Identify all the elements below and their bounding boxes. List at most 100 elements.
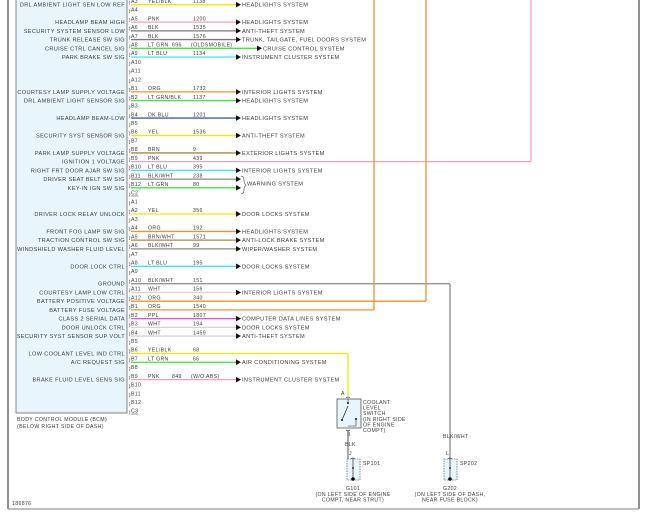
pin-label: A6 [131, 25, 138, 31]
pin-row-b8: B8 PARK LAMP SUPPLY VOLTAGE BRN 9 EXTERIOR L… [35, 147, 324, 157]
wire-color: BRN [148, 147, 160, 153]
splice-dot-icon [352, 467, 354, 469]
pin-row-b7: B7 A/C REQUEST SIG LT GRN 66 AIR CONDITIONIN… [71, 356, 327, 366]
pin-label: B7 [131, 356, 138, 362]
arrow-icon [236, 19, 241, 25]
pin-bracket [128, 105, 131, 110]
circuit-number: 1576 [193, 34, 206, 40]
circuit-number: 696 [172, 43, 182, 49]
ground-location: NEAR FUSE BLOCK) [422, 498, 478, 504]
pin-label: A10 [131, 60, 141, 66]
wire-color: BLK [148, 34, 159, 40]
destination-label: ANTI-THEFT SYSTEM [242, 134, 305, 140]
wire-color: BLK/WHT [148, 243, 174, 249]
signal-label: SECURITY SYST SENSOR SUP VOLT [17, 334, 126, 340]
pin-row-b11: B11 [128, 391, 141, 398]
wire-color: ORG [148, 86, 161, 92]
circuit-number: 1459 [193, 330, 206, 336]
pin-label: A4 [131, 8, 138, 14]
destination-label: CRUISE CONTROL SYSTEM [263, 46, 345, 52]
pin-row-b4: B4 HEADLAMP BEAM-LOW DK BLU 1201 HEADLIGHTS … [56, 112, 308, 122]
wire-color: PNK [148, 156, 160, 162]
pin-bracket [128, 270, 131, 276]
module-caption: BODY CONTROL MODULE (BCM) [17, 417, 107, 423]
signal-label: IGNITION 1 VOLTAGE [62, 160, 125, 166]
pin-label: A11 [131, 287, 141, 293]
wire-color: WHT [148, 322, 161, 328]
pin-row-b6: B6 SECURITY SYST SENSOR SIG YEL 1536 ANTI-TH… [36, 130, 305, 140]
arrow-icon [236, 115, 241, 121]
arrow-icon [236, 228, 241, 235]
circuit-number: 195 [193, 261, 203, 267]
pin-label: A6 [131, 243, 138, 249]
pin-row-a12: A12 BATTERY POSITIVE VOLTAGE ORG 340 [37, 295, 426, 305]
arrow-icon [257, 45, 262, 52]
pin-row-b4: B4 SECURITY SYST SENSOR SUP VOLT WHT 1459 AN… [17, 330, 305, 340]
signal-label: KEY-IN IGN SW SIG [68, 186, 125, 192]
destination-label: AIR CONDITIONING SYSTEM [242, 360, 327, 366]
pin-label: B9 [131, 156, 138, 162]
destination-label: TRUNK, TAILGATE, FUEL DOORS SYSTEM [242, 38, 366, 44]
splice-dot-icon [449, 467, 451, 469]
circuit-number: 66 [193, 356, 199, 362]
pin-row-b10: B10 [128, 383, 141, 389]
pin-bracket [128, 227, 131, 232]
wire-color: ORG [148, 304, 161, 310]
arrow-icon [236, 176, 241, 182]
switch-label: LEVEL [363, 406, 381, 412]
signal-label: WINDSHIELD WASHER FLUID LEVEL [17, 247, 125, 253]
pin-row-b2: B2 DRL AMBIENT LIGHT SENSOR SIG LT GRN/BLK… [24, 95, 308, 105]
pin-row-a6: A6 SECURITY SYSTEM SENSOR LOW BLK 1535 ANTI-… [24, 25, 305, 35]
wire-color: DK BLU [148, 112, 169, 118]
wire-color: LT GRN [148, 182, 169, 188]
wire-color: ORG [148, 226, 161, 232]
pin-label: A2 [131, 208, 138, 214]
circuit-number: 1535 [193, 25, 206, 31]
pin-bracket [128, 235, 131, 241]
wire-color: LT BLU [148, 165, 167, 171]
pin-row-a8: A8 DOOR LOCK CTRL LT BLU 195 DOOR LOCKS SYST… [70, 261, 309, 271]
pin-row-b5: B5 [128, 339, 138, 345]
pin-label: A11 [131, 69, 141, 75]
pin-row-b5: B5 [128, 121, 138, 127]
pin-label: B6 [131, 130, 138, 136]
pin-bracket [128, 253, 131, 258]
pin-bracket [128, 392, 131, 398]
arrow-icon [236, 263, 241, 270]
pin-bracket [128, 113, 131, 119]
pin-label: B10 [131, 165, 141, 171]
pin-label: B2 [131, 95, 138, 101]
pin-bracket [128, 96, 131, 101]
pin-bracket [128, 218, 131, 223]
circuit-number: 1200 [193, 16, 206, 22]
destination-label: HEADLIGHTS SYSTEM [242, 99, 308, 105]
destination-label: DOOR LOCKS SYSTEM [242, 212, 310, 218]
wire-color: WHT [148, 330, 161, 336]
switch-lead [347, 399, 357, 427]
pin-label: A5 [131, 16, 138, 22]
pin-label: A9 [131, 269, 138, 275]
signal-label: RIGHT FRT DOOR AJAR SW SIG [31, 168, 125, 174]
wire-color: LT GRN [148, 43, 169, 49]
pin-row-a5: A5 HEADLAMP BEAM HIGH PNK 1200 HEADLIGHTS SY… [55, 16, 308, 26]
pin-label: A3 [131, 217, 138, 223]
pin-row-a9: A9 [128, 269, 138, 276]
diagram-id: 186876 [12, 501, 31, 507]
pin-label: A1 [131, 199, 138, 205]
pin-bracket [128, 201, 131, 206]
signal-label: DRL AMBIENT LIGHT SENSOR SIG [24, 99, 125, 105]
pin-label: A12 [131, 77, 141, 83]
pin-bracket [128, 26, 131, 32]
pin-bracket [128, 209, 131, 215]
circuit-number: 340 [193, 295, 203, 301]
pin-bracket [128, 340, 131, 345]
pin-bracket [128, 410, 131, 415]
pin-row-a5: A5 TRACTION CONTROL SW SIG BRN/WHT 1571 ANTI… [38, 234, 324, 244]
pin-bracket [128, 17, 131, 23]
pin-label: B5 [131, 121, 138, 127]
pin-label: A7 [131, 34, 138, 40]
pin-row-b10: B10 RIGHT FRT DOOR AJAR SW SIG LT BLU 395 IN… [31, 165, 323, 175]
switch-label: SWITCH [363, 411, 386, 417]
pin-bracket [128, 349, 131, 354]
